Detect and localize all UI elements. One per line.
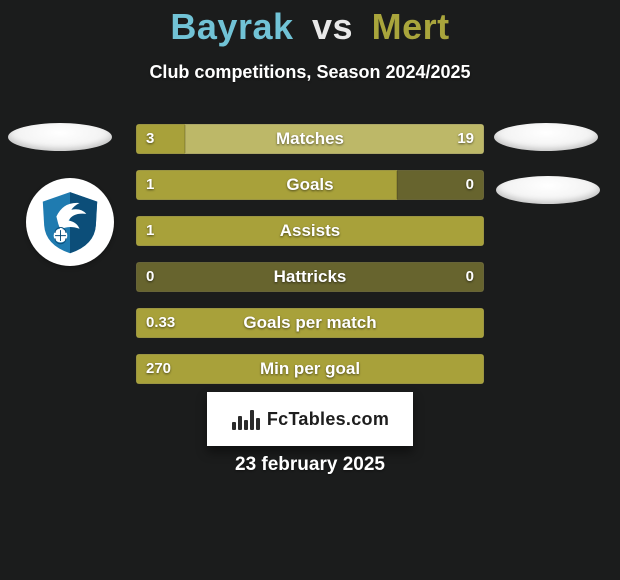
player-2-name: Mert [372, 6, 450, 47]
stat-row: Assists1 [136, 216, 484, 246]
stat-row: Matches319 [136, 124, 484, 154]
stat-row: Min per goal270 [136, 354, 484, 384]
stat-row: Goals per match0.33 [136, 308, 484, 338]
bars-icon [231, 408, 261, 430]
player-2-avatar-placeholder [494, 123, 598, 151]
source-plaque: FcTables.com [207, 392, 413, 446]
player-2-club-placeholder [496, 176, 600, 204]
comparison-title: Bayrak vs Mert [0, 6, 620, 48]
date: 23 february 2025 [0, 454, 620, 476]
stage: Bayrak vs Mert Club competitions, Season… [0, 0, 620, 580]
player-1-name: Bayrak [170, 6, 293, 47]
title-vs: vs [312, 6, 353, 47]
comparison-bars: Matches319 Goals10 Assists1 Hattricks00 Goal… [136, 124, 484, 400]
stat-row: Goals10 [136, 170, 484, 200]
stat-row: Hattricks00 [136, 262, 484, 292]
player-1-avatar-placeholder [8, 123, 112, 151]
player-1-club-badge [26, 178, 114, 266]
shield-icon [36, 188, 104, 256]
subtitle: Club competitions, Season 2024/2025 [0, 62, 620, 83]
source-brand: FcTables.com [267, 409, 389, 430]
